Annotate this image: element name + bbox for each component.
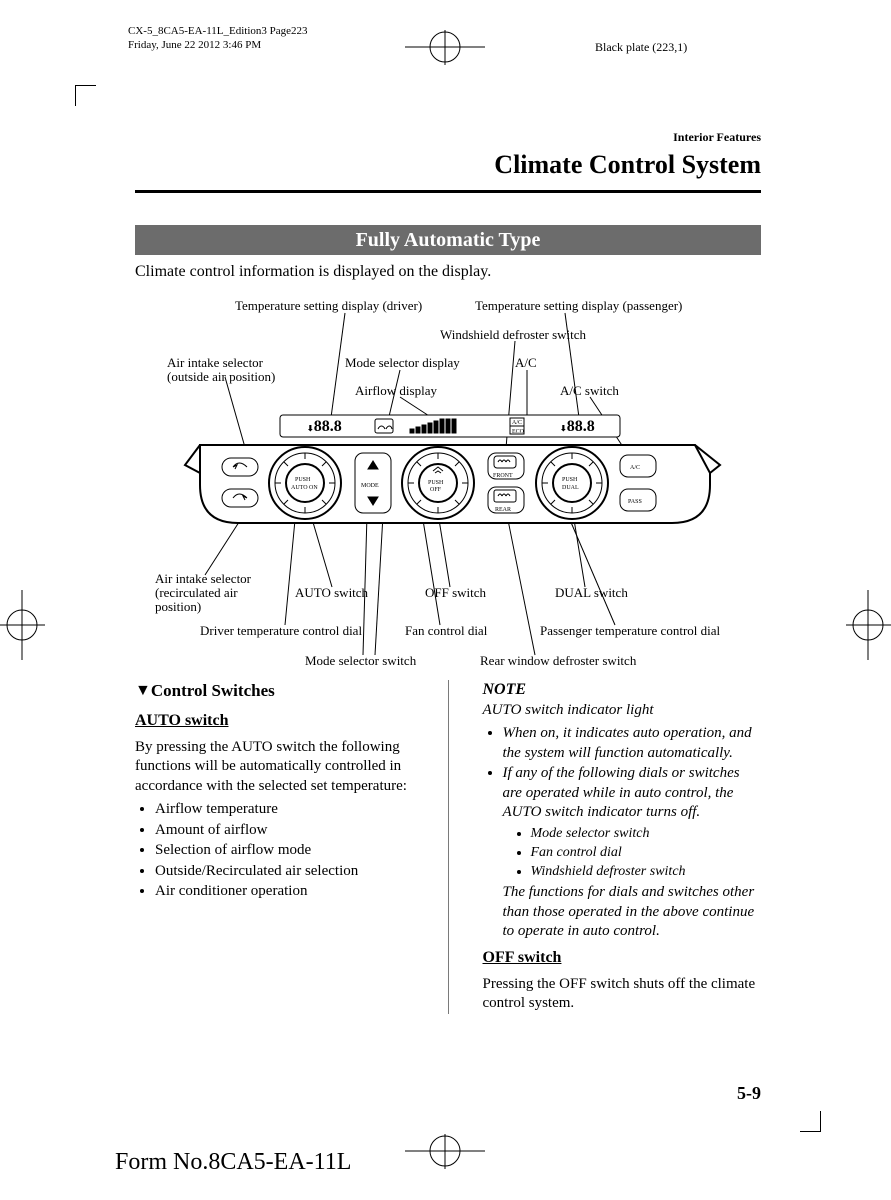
svg-text:PUSH: PUSH — [295, 477, 311, 483]
svg-text:DUAL: DUAL — [562, 485, 579, 491]
svg-text:REAR: REAR — [495, 507, 511, 513]
registration-mark-left — [0, 590, 45, 667]
registration-mark-right — [846, 590, 891, 667]
section-heading: Interior Features Climate Control System — [494, 130, 761, 181]
auto-switch-body: By pressing the AUTO switch the followin… — [135, 738, 414, 797]
note-sub-bullet: Mode selector switch — [531, 825, 762, 843]
svg-text:PUSH: PUSH — [428, 480, 444, 486]
lbl-intake-outside-2: (outside air position) — [167, 369, 275, 384]
registration-mark-top — [405, 30, 485, 72]
off-switch-heading: OFF switch — [483, 948, 762, 969]
svg-text:PASS: PASS — [628, 499, 642, 505]
doc-meta: CX-5_8CA5-EA-11L_Edition3 Page223 Friday… — [128, 25, 308, 53]
intro: Climate control information is displayed… — [135, 262, 491, 283]
lbl-mode-sw: Mode selector switch — [305, 653, 417, 668]
doc-timestamp: Friday, June 22 2012 3:46 PM — [128, 39, 308, 53]
crop-mark-tl — [75, 85, 96, 106]
plate-meta: Black plate (223,1) — [595, 40, 687, 56]
lbl-fan-dial: Fan control dial — [405, 623, 488, 638]
bullet: Amount of airflow — [155, 821, 414, 841]
note-sub-bullet: Fan control dial — [531, 844, 762, 862]
off-switch-body: Pressing the OFF switch shuts off the cl… — [483, 975, 762, 1014]
lbl-ac-switch: A/C switch — [560, 383, 619, 398]
lbl-driver-dial: Driver temperature control dial — [200, 623, 362, 638]
note-heading: NOTE — [483, 680, 762, 701]
banner: Fully Automatic Type — [135, 225, 761, 255]
lbl-auto-sw: AUTO switch — [295, 585, 369, 600]
section-title: Climate Control System — [494, 148, 761, 182]
bullet: Outside/Recirculated air selection — [155, 862, 414, 882]
control-switches-heading: ▼Control Switches — [135, 680, 414, 703]
right-column: NOTE AUTO switch indicator light When on… — [483, 680, 762, 1014]
lbl-temp-passenger: Temperature setting display (passenger) — [475, 298, 682, 313]
page-number: 5-9 — [737, 1082, 761, 1105]
lbl-intake-recirc-2: (recirculated air — [155, 585, 238, 600]
svg-text:A/C: A/C — [630, 465, 640, 471]
lbl-intake-recirc-1: Air intake selector — [155, 571, 252, 586]
registration-mark-bottom — [405, 1134, 485, 1176]
svg-text:A/C: A/C — [512, 420, 522, 426]
note-bullet: When on, it indicates auto operation, an… — [503, 724, 762, 763]
lbl-rear-defrost: Rear window defroster switch — [480, 653, 637, 668]
note-sub-bullet: Windshield defroster switch — [531, 863, 762, 881]
section-kicker: Interior Features — [494, 130, 761, 146]
bullet: Air conditioner operation — [155, 882, 414, 902]
triangle-icon: ▼ — [135, 681, 151, 702]
auto-switch-heading: AUTO switch — [135, 711, 414, 732]
svg-text:FRONT: FRONT — [493, 473, 513, 479]
control-panel: ⬇88.8 ⬇88.8 — [185, 415, 720, 523]
svg-text:ECO: ECO — [512, 429, 525, 435]
note-subhead: AUTO switch indicator light — [483, 701, 762, 721]
dials: PUSH AUTO ON PUS — [269, 447, 608, 519]
note-sub-bullets: Mode selector switch Fan control dial Wi… — [531, 825, 762, 882]
svg-text:MODE: MODE — [361, 483, 379, 489]
note-bullets: When on, it indicates auto operation, an… — [503, 724, 762, 942]
svg-text:AUTO ON: AUTO ON — [291, 485, 318, 491]
svg-text:OFF: OFF — [430, 487, 442, 493]
doc-id: CX-5_8CA5-EA-11L_Edition3 Page223 — [128, 25, 308, 39]
lbl-mode-disp: Mode selector display — [345, 355, 460, 370]
left-column: ▼Control Switches AUTO switch By pressin… — [135, 680, 414, 1014]
section-rule — [135, 190, 761, 193]
lbl-wind-defrost: Windshield defroster switch — [440, 327, 587, 342]
climate-control-diagram: Temperature setting display (driver) Tem… — [135, 295, 760, 675]
lbl-passenger-dial: Passenger temperature control dial — [540, 623, 721, 638]
bullet: Selection of airflow mode — [155, 841, 414, 861]
column-divider — [448, 680, 449, 1014]
bullet: Airflow temperature — [155, 800, 414, 820]
lbl-ac: A/C — [515, 355, 537, 370]
crop-mark-br — [800, 1111, 821, 1132]
lbl-intake-recirc-3: position) — [155, 599, 201, 614]
lbl-intake-outside-1: Air intake selector — [167, 355, 264, 370]
lbl-temp-driver: Temperature setting display (driver) — [235, 298, 422, 313]
note-bullet: If any of the following dials or switche… — [503, 764, 762, 942]
lbl-dual-sw: DUAL switch — [555, 585, 628, 600]
svg-text:PUSH: PUSH — [562, 477, 578, 483]
auto-switch-bullets: Airflow temperature Amount of airflow Se… — [155, 800, 414, 902]
form-number: Form No.8CA5-EA-11L — [115, 1147, 351, 1178]
